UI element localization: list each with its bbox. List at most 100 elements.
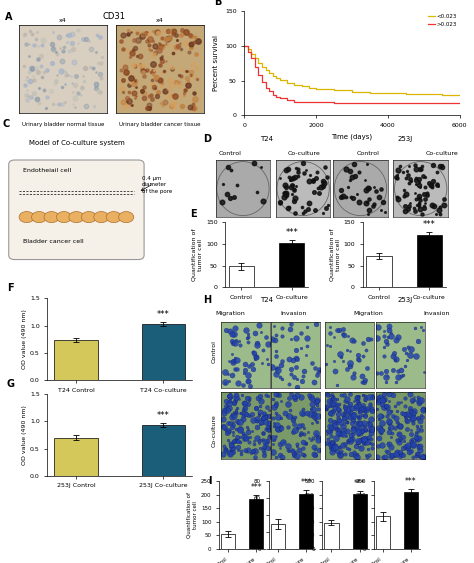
Text: Co-culture: Co-culture — [426, 151, 458, 156]
>0.023 — [284, 97, 290, 104]
Bar — [366, 256, 392, 287]
<0.023 — [252, 55, 258, 62]
<0.023 — [385, 90, 391, 97]
Text: F: F — [7, 284, 14, 293]
>0.023 — [313, 99, 319, 106]
Line: <0.023: <0.023 — [244, 46, 460, 95]
Bar — [404, 492, 418, 549]
Text: ***: *** — [423, 220, 436, 229]
Text: Migration: Migration — [215, 311, 245, 316]
Text: Co-culture: Co-culture — [288, 151, 320, 156]
Circle shape — [44, 212, 59, 222]
Text: x4: x4 — [156, 17, 164, 23]
Bar — [271, 524, 285, 549]
>0.023 — [299, 98, 304, 105]
>0.023 — [266, 88, 272, 95]
<0.023 — [270, 73, 276, 79]
Line: >0.023: >0.023 — [244, 46, 460, 103]
Circle shape — [69, 212, 84, 222]
>0.023 — [457, 100, 463, 106]
Text: B: B — [214, 0, 221, 7]
Text: ***: *** — [250, 483, 262, 492]
Text: ***: *** — [300, 478, 312, 487]
<0.023 — [266, 70, 272, 77]
Text: ***: *** — [157, 410, 170, 419]
<0.023 — [263, 67, 268, 74]
FancyBboxPatch shape — [9, 160, 144, 260]
Bar — [353, 494, 367, 549]
Text: T24: T24 — [260, 136, 273, 142]
Text: Invasion: Invasion — [280, 311, 307, 316]
Text: A: A — [5, 12, 12, 22]
Bar — [54, 437, 98, 476]
>0.023 — [263, 84, 268, 91]
Text: CD31: CD31 — [102, 12, 125, 21]
Text: Urinary bladder normal tissue: Urinary bladder normal tissue — [22, 122, 104, 127]
Bar — [142, 324, 185, 380]
<0.023 — [331, 87, 337, 94]
Circle shape — [118, 212, 134, 222]
Text: Migration: Migration — [353, 311, 383, 316]
Y-axis label: Quantification of
tumor cell: Quantification of tumor cell — [329, 229, 340, 281]
<0.023 — [245, 46, 251, 53]
Text: ***: *** — [285, 228, 298, 237]
Text: Bladder cancer cell: Bladder cancer cell — [23, 239, 83, 244]
>0.023 — [277, 95, 283, 101]
Y-axis label: Percent survival: Percent survival — [213, 35, 219, 91]
>0.023 — [259, 79, 265, 86]
Y-axis label: OD value (490 nm): OD value (490 nm) — [22, 309, 27, 369]
Text: C: C — [3, 119, 10, 129]
Text: Endotheiail cell: Endotheiail cell — [23, 168, 71, 173]
>0.023 — [385, 100, 391, 106]
Text: T24: T24 — [260, 297, 273, 303]
Bar — [54, 340, 98, 380]
Bar — [375, 516, 390, 549]
Text: ***: *** — [157, 310, 170, 319]
>0.023 — [241, 43, 247, 50]
<0.023 — [248, 51, 254, 57]
Bar — [417, 235, 442, 287]
>0.023 — [273, 93, 279, 100]
<0.023 — [367, 89, 373, 96]
Text: H: H — [203, 295, 211, 305]
>0.023 — [245, 48, 251, 55]
Text: 253J: 253J — [397, 297, 412, 303]
Text: ***: *** — [354, 479, 365, 488]
<0.023 — [403, 91, 409, 97]
>0.023 — [292, 98, 297, 105]
Bar — [324, 522, 338, 549]
<0.023 — [313, 86, 319, 92]
Text: ***: *** — [405, 477, 417, 486]
<0.023 — [255, 59, 261, 66]
Circle shape — [81, 212, 96, 222]
Y-axis label: Quantification of
tumor cell: Quantification of tumor cell — [192, 229, 203, 281]
Y-axis label: Quantification of
tumor cell: Quantification of tumor cell — [187, 492, 198, 538]
Text: x4: x4 — [59, 17, 67, 23]
Text: 0.4 μm
diameter
of the pore: 0.4 μm diameter of the pore — [142, 176, 173, 194]
>0.023 — [331, 100, 337, 106]
Text: E: E — [190, 208, 197, 218]
<0.023 — [349, 88, 355, 95]
>0.023 — [367, 100, 373, 106]
Circle shape — [106, 212, 121, 222]
Text: 253J: 253J — [397, 136, 412, 142]
Text: G: G — [7, 379, 15, 389]
>0.023 — [421, 100, 427, 106]
Text: Model of Co-culture system: Model of Co-culture system — [28, 140, 124, 145]
Bar — [229, 266, 254, 287]
<0.023 — [273, 74, 279, 81]
<0.023 — [241, 43, 247, 50]
Circle shape — [56, 212, 72, 222]
>0.023 — [270, 91, 276, 98]
>0.023 — [255, 72, 261, 78]
Text: Co-culture: Co-culture — [212, 414, 217, 446]
>0.023 — [252, 64, 258, 70]
<0.023 — [421, 91, 427, 97]
>0.023 — [349, 100, 355, 106]
<0.023 — [292, 82, 297, 88]
Bar — [142, 425, 185, 476]
Text: I: I — [209, 476, 212, 486]
<0.023 — [284, 79, 290, 86]
Text: Control: Control — [356, 151, 379, 156]
>0.023 — [439, 100, 445, 106]
